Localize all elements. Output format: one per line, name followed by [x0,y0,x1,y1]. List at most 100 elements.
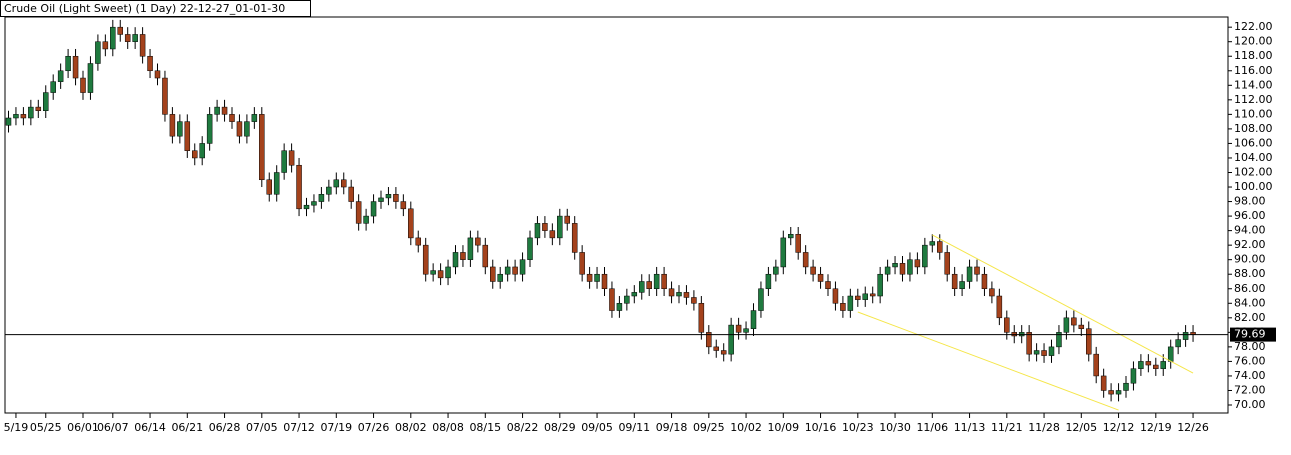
candle-body [579,252,585,275]
candle-body [408,208,414,239]
candle-body [28,106,34,119]
candle-body [758,288,764,311]
candle-body [1160,361,1166,369]
x-tick-label: 06/07 [97,421,129,434]
candle-body [5,117,12,126]
y-tick-label: 112.00 [1234,93,1273,106]
x-tick-label: 11/06 [916,421,948,434]
x-tick-label: 06/21 [171,421,203,434]
x-tick-label: 10/23 [842,421,874,434]
last-price-label: 79.69 [1234,328,1266,341]
candle-body [817,273,824,282]
plot-frame [4,16,1229,414]
candle-body [959,281,965,290]
chart-title: Crude Oil (Light Sweet) (1 Day) 22-12-27… [4,2,285,15]
candle-body [944,252,950,275]
candle-body [110,26,116,50]
x-tick-label: 09/05 [581,421,613,434]
x-tick-label: 12/05 [1065,421,1097,434]
candle-body [534,223,541,239]
candle-body [847,295,854,311]
candle-body [616,303,623,311]
candle-body [788,234,794,239]
candle-body [720,350,727,355]
candle-body [884,266,891,275]
x-tick-label: 11/21 [991,421,1023,434]
candle-body [95,41,101,64]
x-tick-label: 09/25 [693,421,725,434]
candle-body [1145,361,1152,366]
candle-body [497,273,503,282]
candle-body [1115,390,1122,395]
candle-body [504,266,511,275]
candle-body [385,194,392,199]
candle-body [80,77,86,93]
y-tick-label: 110.00 [1234,107,1273,120]
x-tick-label: 10/30 [879,421,911,434]
candle-body [184,121,191,151]
x-tick-label: 08/22 [507,421,539,434]
x-tick-label: 12/19 [1140,421,1172,434]
y-tick-label: 100.00 [1234,180,1273,193]
candle-body [102,41,109,50]
candle-body [65,55,71,72]
candle-body [661,273,667,290]
candle-body [467,237,474,260]
candle-body [57,70,64,82]
candle-body [460,252,466,260]
candle-body [713,346,719,351]
candle-body [1041,350,1047,356]
candle-body [780,237,787,268]
y-tick-label: 94.00 [1234,224,1266,237]
candle-body [20,114,27,119]
trendline [932,234,1194,374]
candle-body [601,273,608,290]
x-tick-label: 05/25 [30,421,62,434]
x-tick-label: 07/12 [283,421,315,434]
candle-body [1123,382,1129,391]
y-tick-label: 98.00 [1234,195,1266,208]
candle-body [899,263,906,275]
candle-body [1093,353,1099,377]
candle-body [35,106,42,111]
candle-body [1086,328,1092,355]
y-tick-label: 102.00 [1234,165,1273,178]
y-tick-label: 74.00 [1234,369,1266,382]
candle-body [281,150,287,173]
x-tick-label: 09/18 [656,421,688,434]
x-tick-label: 06/28 [209,421,241,434]
x-tick-label: 12/26 [1177,421,1209,434]
candle-body [273,172,280,195]
candle-body [363,215,369,224]
candle-body [765,273,772,290]
candle-body [892,263,898,268]
candle-body [124,34,131,42]
x-tick-label: 08/08 [432,421,464,434]
candle-body [914,259,921,268]
candle-body [802,252,809,268]
y-tick-label: 78.00 [1234,340,1266,353]
candle-body [251,114,258,122]
candle-body [966,266,973,282]
y-tick-label: 86.00 [1234,282,1266,295]
candle-body [609,288,615,311]
candle-body [50,81,56,93]
candle-body [206,114,213,144]
candle-body [154,70,161,79]
y-tick-label: 120.00 [1234,35,1273,48]
candle-body [1100,375,1107,391]
candle-body [735,324,742,333]
candle-body [132,34,138,42]
candle-body [683,292,690,298]
candle-body [810,266,816,275]
candle-body [341,179,347,188]
candle-body [87,63,94,93]
candle-body [646,281,652,290]
y-tick-label: 84.00 [1234,296,1266,309]
y-tick-label: 118.00 [1234,49,1273,62]
y-tick-label: 90.00 [1234,253,1266,266]
y-tick-label: 116.00 [1234,64,1273,77]
candle-body [728,324,734,355]
candle-body [698,303,705,333]
